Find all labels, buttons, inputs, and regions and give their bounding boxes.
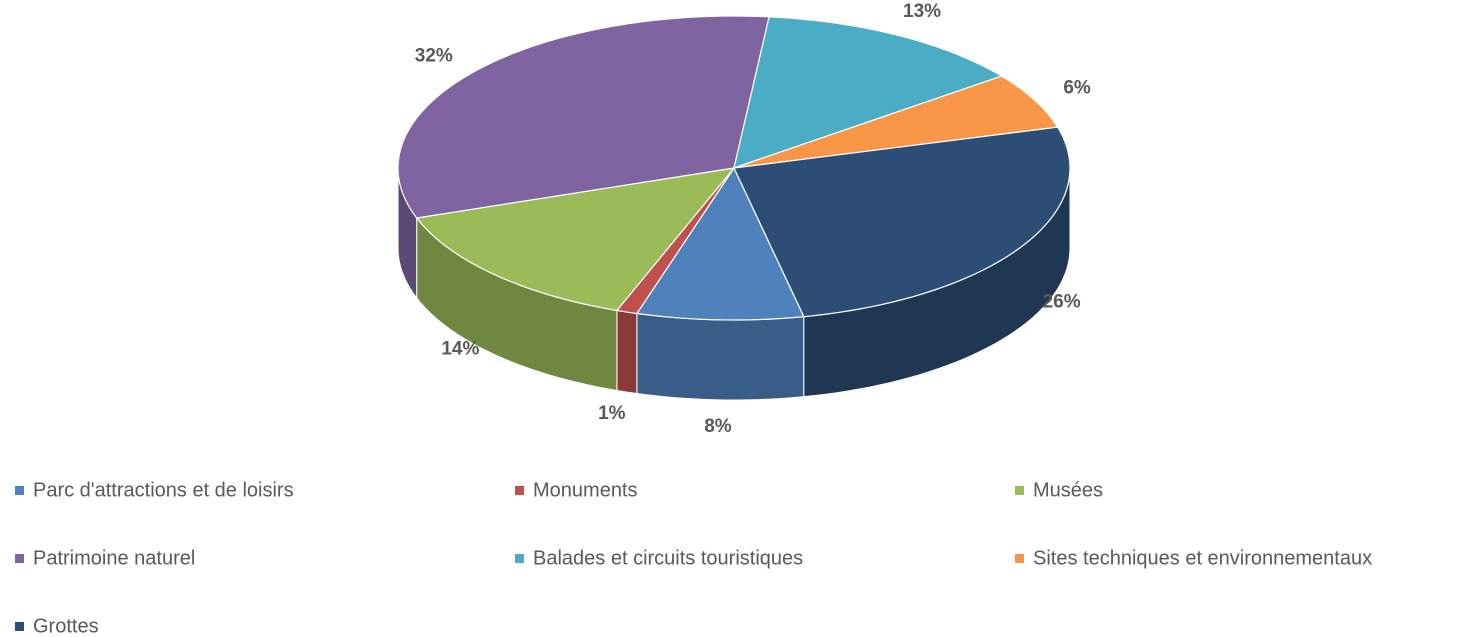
legend-label: Balades et circuits touristiques	[533, 547, 803, 569]
data-label: 1%	[598, 403, 626, 424]
legend-swatch	[15, 554, 24, 563]
legend-label: Monuments	[533, 479, 638, 501]
legend-swatch	[15, 622, 24, 631]
slice-side	[636, 312, 805, 401]
legend-label: Grottes	[33, 615, 99, 637]
data-label: 32%	[415, 46, 453, 67]
legend-label: Patrimoine naturel	[33, 547, 195, 569]
legend-swatch	[515, 554, 524, 563]
slice	[397, 15, 770, 219]
data-label: 6%	[1063, 77, 1091, 98]
data-label: 14%	[441, 338, 479, 359]
slice-side	[616, 309, 638, 395]
legend-label: Parc d'attractions et de loisirs	[33, 479, 294, 501]
legend-swatch	[515, 486, 524, 495]
data-label: 8%	[704, 416, 732, 437]
data-label: 13%	[903, 1, 941, 22]
legend-label: Musées	[1033, 479, 1103, 501]
slice	[733, 16, 1004, 169]
slice	[635, 166, 805, 321]
legend-swatch	[1015, 486, 1024, 495]
slice	[733, 126, 1071, 318]
legend-label: Sites techniques et environnementaux	[1033, 547, 1372, 569]
data-label: 26%	[1043, 291, 1081, 312]
legend-swatch	[15, 486, 24, 495]
legend-swatch	[1015, 554, 1024, 563]
slice	[733, 75, 1059, 169]
slice	[415, 167, 736, 312]
